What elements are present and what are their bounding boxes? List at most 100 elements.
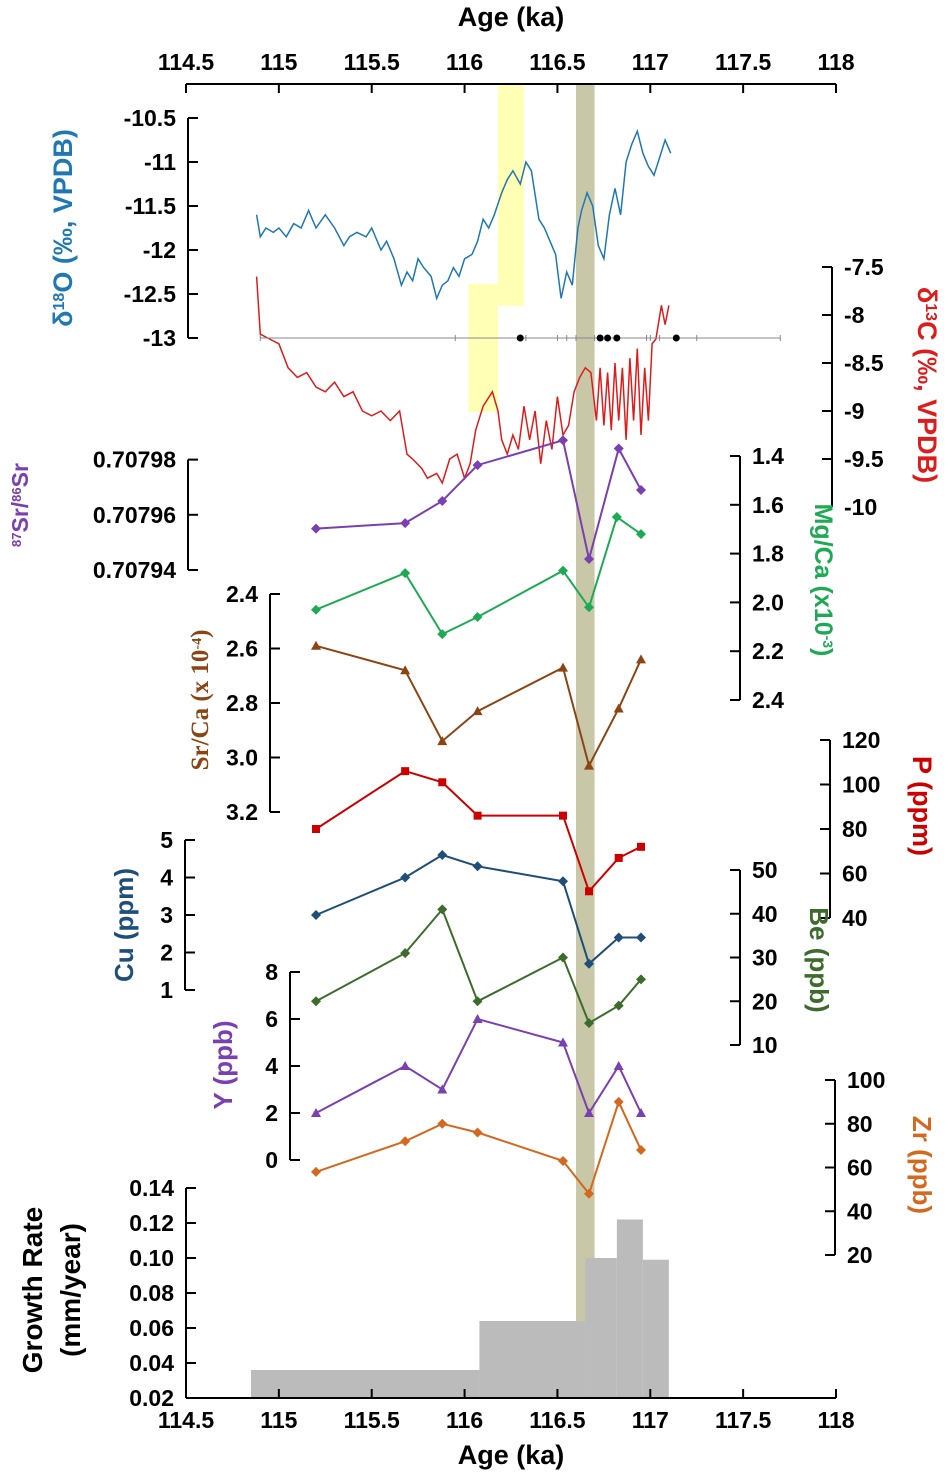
y-tick-label-zr: 40 [847, 1198, 873, 1224]
data-point [472, 861, 483, 872]
y-tick-label-growth: 0.02 [129, 1385, 174, 1411]
u-th-age-markers [259, 334, 781, 342]
data-point [437, 1084, 448, 1094]
y-tick-label-growth: 0.08 [129, 1280, 174, 1306]
x-tick-label: 115.5 [344, 49, 400, 75]
axes [184, 83, 837, 1399]
data-point [437, 1118, 448, 1129]
title-superscript: -3 [820, 636, 836, 649]
title-part: Sr/Ca (x 10 [187, 650, 214, 771]
data-point [437, 736, 448, 746]
data-point [558, 952, 568, 963]
data-point [437, 850, 448, 860]
title-superscript: 13 [923, 303, 940, 321]
data-point [472, 706, 483, 716]
age-point [604, 334, 612, 342]
y-tick-label-d13C: -10 [844, 494, 877, 520]
y-tick-label-p: 120 [842, 727, 880, 753]
data-point [472, 1127, 483, 1138]
data-point [311, 1108, 321, 1117]
data-point [312, 825, 320, 833]
series-line-srca [315, 644, 642, 769]
x-axis-title: Age (ka) [458, 1440, 565, 1470]
data-point [400, 518, 411, 529]
data-point [400, 1136, 411, 1147]
y-tick-label-cu: 2 [160, 940, 173, 966]
data-point [636, 484, 646, 495]
x-tick-label: 116.5 [529, 49, 585, 75]
age-point [672, 334, 680, 342]
data-point [558, 876, 568, 887]
series-line-y [315, 1017, 642, 1116]
y-axis-title-be: Be (ppb) [804, 907, 834, 1012]
data-point [636, 654, 646, 664]
data-point [438, 778, 447, 787]
title-superscript: 18 [51, 293, 68, 311]
series-line-d18O [255, 128, 672, 301]
data-point [311, 910, 321, 920]
data-point [311, 640, 321, 650]
data-series [255, 128, 672, 1199]
data-point [636, 932, 646, 943]
y-tick-label-d13C: -9 [844, 398, 864, 424]
title-superscript: 87 [9, 532, 24, 546]
data-point [437, 904, 448, 915]
y-tick-label-zr: 100 [847, 1067, 885, 1093]
x-tick-label: 115 [260, 49, 297, 75]
growth-rate-bar [479, 1321, 586, 1398]
highlight-band-d18O [498, 84, 524, 306]
y-tick-label-cu: 5 [160, 827, 173, 853]
age-point [613, 334, 621, 342]
series-line-mgca [315, 515, 642, 636]
data-point [585, 887, 593, 896]
title-part: C (‰, VPDB) [912, 321, 942, 483]
y-tick-label-d13C: -8.5 [844, 350, 884, 376]
data-point [636, 974, 646, 985]
y-tick-label-d13C: -9.5 [844, 446, 884, 472]
y-tick-label-srca: 3.0 [226, 745, 258, 771]
y-tick-label-p: 60 [842, 861, 868, 887]
data-point [311, 996, 321, 1007]
data-point [613, 1096, 624, 1107]
highlight-band-all [576, 84, 595, 1398]
y-tick-label-srca: 2.8 [226, 690, 258, 716]
y-axis-title-zr: Zr (ppb) [907, 1116, 937, 1214]
y-tick-label-cu: 3 [160, 902, 173, 928]
y-tick-label-mgca: 2.2 [752, 638, 784, 664]
x-tick-label: 118 [817, 1407, 854, 1433]
y-axis-title-p: P (ppm) [907, 756, 937, 856]
data-point [584, 1018, 594, 1029]
growth-rate-title: Growth Rate [17, 1207, 48, 1373]
y-tick-label-d13C: -8 [844, 302, 865, 328]
data-point [472, 996, 483, 1007]
x-tick-label: 116 [446, 1407, 483, 1433]
series-line-cu [315, 853, 641, 966]
x-tick-label: 114.5 [158, 49, 214, 75]
y-tick-label-sr8786: 0.70794 [93, 557, 176, 583]
y-tick-label-p: 80 [842, 816, 868, 842]
y-tick-label-growth: 0.14 [129, 1175, 174, 1201]
y-tick-label-mgca: 1.4 [752, 443, 784, 469]
x-tick-label: 116 [446, 49, 483, 75]
y-tick-label-be: 50 [752, 857, 778, 883]
title-part: Sr [7, 463, 33, 487]
data-point [437, 629, 448, 640]
title-part: Sr/ [7, 501, 33, 532]
data-point [613, 1000, 624, 1011]
title-part: δ [48, 310, 78, 326]
title-part: ) [187, 630, 214, 638]
y-tick-label-y: 8 [265, 959, 278, 985]
y-tick-label-d13C: -7.5 [844, 254, 884, 280]
y-tick-label-be: 10 [752, 1032, 778, 1058]
x-tick-label: 115.5 [344, 1407, 400, 1433]
data-point [613, 443, 624, 454]
y-tick-label-growth: 0.04 [129, 1350, 174, 1376]
y-axis-title-d18O: δ18O (‰, VPDB) [48, 129, 78, 327]
data-point [558, 1037, 568, 1047]
data-point [636, 1108, 646, 1117]
series-line-sr8786 [315, 439, 642, 560]
data-point [437, 496, 448, 506]
y-tick-label-y: 0 [265, 1147, 278, 1173]
y-tick-label-growth: 0.06 [129, 1315, 174, 1341]
